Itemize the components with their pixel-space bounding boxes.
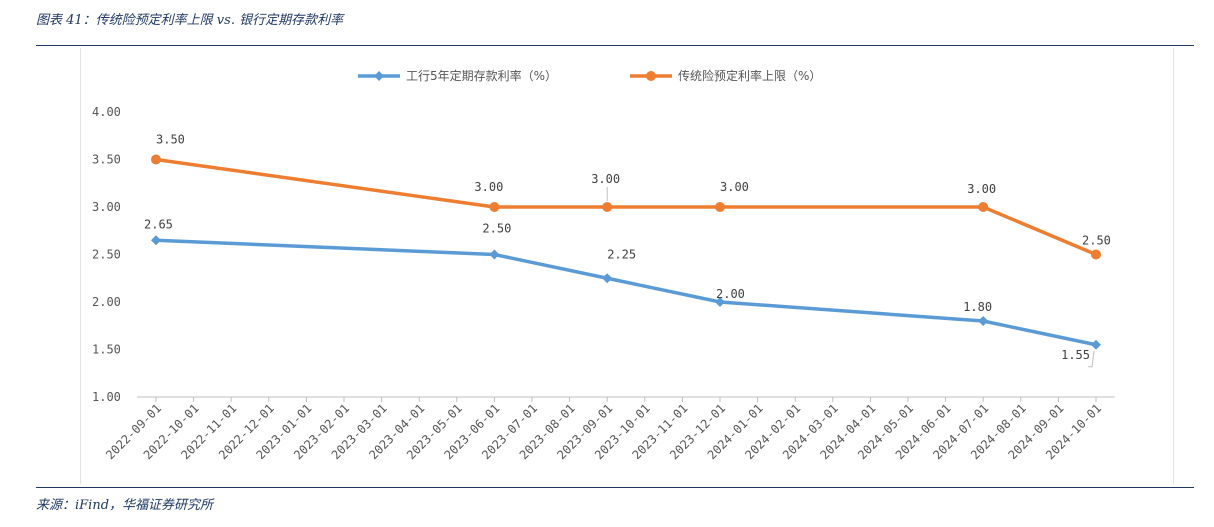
figure-source: 来源：iFind，华福证券研究所 [36, 498, 214, 513]
bottom-rule [36, 487, 1194, 488]
legend-label-1: 工行5年定期存款利率（%） [406, 68, 557, 83]
data-label: 1.80 [963, 300, 992, 314]
legend-marker [646, 71, 656, 81]
series-line-1 [155, 238, 1097, 347]
data-label: 3.00 [591, 172, 620, 186]
chart-frame [80, 48, 1174, 484]
y-tick-label: 1.50 [92, 343, 121, 357]
data-point-marker [489, 249, 500, 260]
data-point-marker [489, 202, 500, 212]
y-tick-label: 3.50 [92, 153, 121, 167]
y-tick-label: 2.00 [92, 295, 121, 309]
data-point-marker [602, 202, 613, 212]
y-tick-label: 1.00 [92, 390, 121, 404]
data-label: 2.50 [482, 222, 511, 236]
y-tick-label: 2.50 [92, 248, 121, 262]
label-leader-line [1088, 350, 1095, 368]
data-label: 2.25 [607, 247, 636, 261]
data-point-marker [978, 202, 989, 212]
data-label: 3.50 [156, 133, 185, 147]
data-point-marker [151, 154, 161, 165]
data-label: 3.00 [967, 182, 996, 196]
figure-title: 图表 41：传统险预定利率上限 vs. 银行定期存款利率 [36, 13, 344, 28]
data-point-marker [715, 297, 725, 307]
data-point-marker [602, 273, 613, 284]
data-point-marker [151, 235, 161, 246]
y-tick-label: 3.00 [92, 200, 121, 214]
data-label: 1.55 [1061, 348, 1090, 362]
data-point-marker [715, 202, 725, 212]
data-label: 3.00 [474, 180, 503, 194]
data-point-marker [1091, 339, 1101, 350]
data-point-marker [978, 316, 989, 326]
data-label: 2.50 [1082, 234, 1111, 248]
data-label: 3.00 [720, 180, 749, 194]
legend-marker [374, 71, 384, 81]
y-tick-label: 4.00 [92, 105, 121, 119]
legend-label-2: 传统险预定利率上限（%） [678, 68, 821, 83]
top-rule [36, 45, 1194, 46]
data-point-marker [1091, 249, 1101, 260]
data-label: 2.00 [716, 287, 745, 301]
series-line-2 [155, 157, 1097, 257]
data-label: 2.65 [144, 217, 173, 231]
